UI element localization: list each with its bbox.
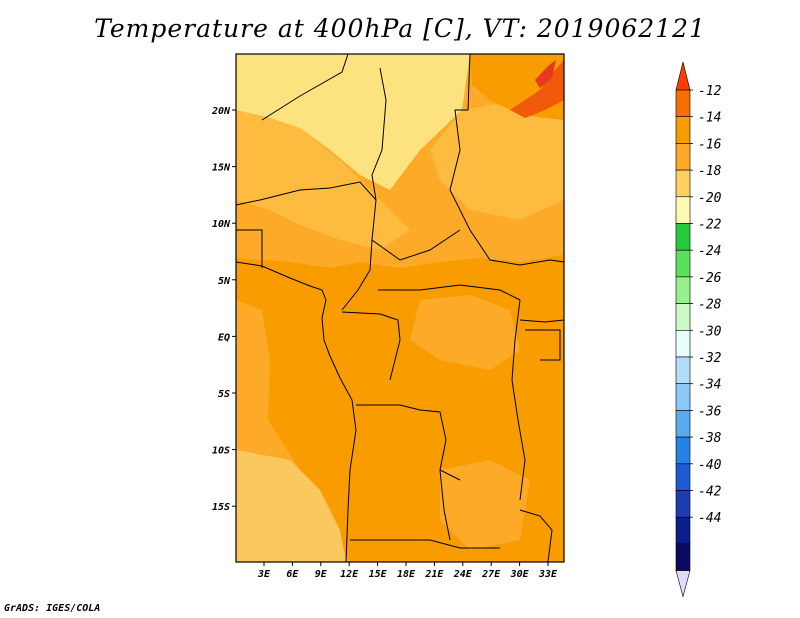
- field-zone-red-sea: [510, 60, 564, 118]
- colorbar-box: [675, 223, 691, 251]
- border-car-drc: [378, 284, 521, 301]
- axis-ticks: 20N 15N 10N 5N EQ 5S 10S 15S 3E 6E 9E 12E 15E 18E 21E 2…: [211, 106, 558, 580]
- border-namibia: [350, 539, 500, 549]
- border-mozambique: [519, 509, 553, 563]
- colorbar-box: [675, 410, 691, 438]
- colorbar-label: -30: [698, 324, 722, 339]
- border-mali-algeria: [261, 53, 349, 121]
- lon-label: 6E: [286, 569, 299, 580]
- lake-victoria: [525, 329, 561, 361]
- map-frame: [235, 53, 565, 563]
- border-niger-chad: [371, 67, 387, 201]
- colorbar-box: [675, 143, 691, 171]
- colorbar-label: -22: [698, 218, 722, 233]
- colorbar-box: [675, 303, 691, 331]
- field-zone-congo-north: [410, 295, 520, 370]
- lat-label: 15S: [212, 502, 230, 513]
- field-zone-sahara: [236, 54, 470, 190]
- colorbar-label: -24: [698, 244, 721, 259]
- border-benin: [236, 229, 263, 268]
- border-niger-nigeria: [235, 181, 377, 206]
- colorbar-label: -12: [698, 84, 722, 99]
- colorbar-box: [675, 490, 691, 518]
- colorbar-label: -16: [698, 137, 722, 152]
- colorbar: -12 -14 -16 -18 -20 -22 -24 -26 -28 -30 -32 -34 -36 -…: [675, 61, 722, 598]
- lon-label: 27E: [481, 569, 501, 580]
- colorbar-label: -20: [698, 191, 722, 206]
- field-zone-max: [535, 60, 556, 88]
- field-zone-sahel-west: [236, 110, 410, 250]
- colorbar-box: [675, 169, 691, 198]
- lon-label: 21E: [424, 569, 444, 580]
- colorbar-label: -26: [698, 271, 722, 286]
- colorbar-label: -28: [698, 298, 722, 313]
- field-zone-zambia: [440, 460, 530, 550]
- colorbar-box: [675, 196, 691, 224]
- lat-label: 5S: [218, 389, 230, 400]
- field-zone-sudan: [430, 100, 564, 220]
- colorbar-box: [675, 116, 691, 144]
- border-car-north: [371, 229, 461, 261]
- colorbar-label: -14: [698, 111, 721, 126]
- border-sudan-chad: [449, 53, 565, 266]
- coastline: [235, 261, 357, 563]
- colorbar-box: [675, 463, 691, 491]
- lon-label: 18E: [397, 569, 416, 580]
- colorbar-box: [675, 436, 691, 465]
- field-zone-sw-sea: [236, 450, 346, 562]
- lat-label: 10S: [212, 446, 230, 457]
- lon-label: 3E: [257, 569, 271, 580]
- lon-label: 9E: [315, 569, 328, 580]
- colorbar-box: [675, 516, 691, 545]
- lat-label: 10N: [212, 219, 231, 230]
- colorbar-label: -44: [698, 511, 721, 526]
- country-borders: [235, 53, 565, 563]
- colorbar-box: [675, 356, 691, 385]
- colorbar-box: [675, 249, 691, 278]
- colorbar-label: -34: [698, 378, 721, 393]
- lat-label: EQ: [218, 332, 230, 343]
- map-title: Temperature at 400hPa [C], VT: 201906212…: [94, 14, 706, 43]
- lon-label: 30E: [510, 569, 530, 580]
- border-drc-east: [511, 299, 526, 501]
- map-plot-area: [235, 53, 565, 563]
- lon-label: 33E: [538, 569, 558, 580]
- lon-label: 24E: [453, 569, 473, 580]
- colorbar-box: [675, 329, 691, 358]
- colorbar-bottom-triangle: [675, 570, 691, 598]
- lat-label: 15N: [212, 163, 231, 174]
- lat-label: 5N: [218, 276, 231, 287]
- colorbar-box: [675, 89, 691, 118]
- colorbar-box: [675, 383, 691, 411]
- colorbar-box: [675, 276, 691, 304]
- colorbar-label: -18: [698, 164, 722, 179]
- border-gabon-congo: [341, 311, 401, 381]
- lon-label: 12E: [340, 569, 359, 580]
- colorbar-label: -38: [698, 431, 722, 446]
- border-zambia-west: [439, 469, 451, 541]
- colorbar-top-triangle: [675, 61, 691, 91]
- colorbar-label: -42: [698, 485, 722, 500]
- colorbar-box: [675, 543, 691, 571]
- grads-credit: GrADS: IGES/COLA: [4, 603, 101, 614]
- lat-label: 20N: [211, 106, 231, 117]
- border-uganda: [519, 319, 565, 323]
- lon-label: 15E: [369, 569, 388, 580]
- colorbar-label: -32: [698, 351, 722, 366]
- colorbar-label: -40: [698, 458, 722, 473]
- colorbar-label: -36: [698, 404, 722, 419]
- border-cameroon-chad: [341, 199, 377, 311]
